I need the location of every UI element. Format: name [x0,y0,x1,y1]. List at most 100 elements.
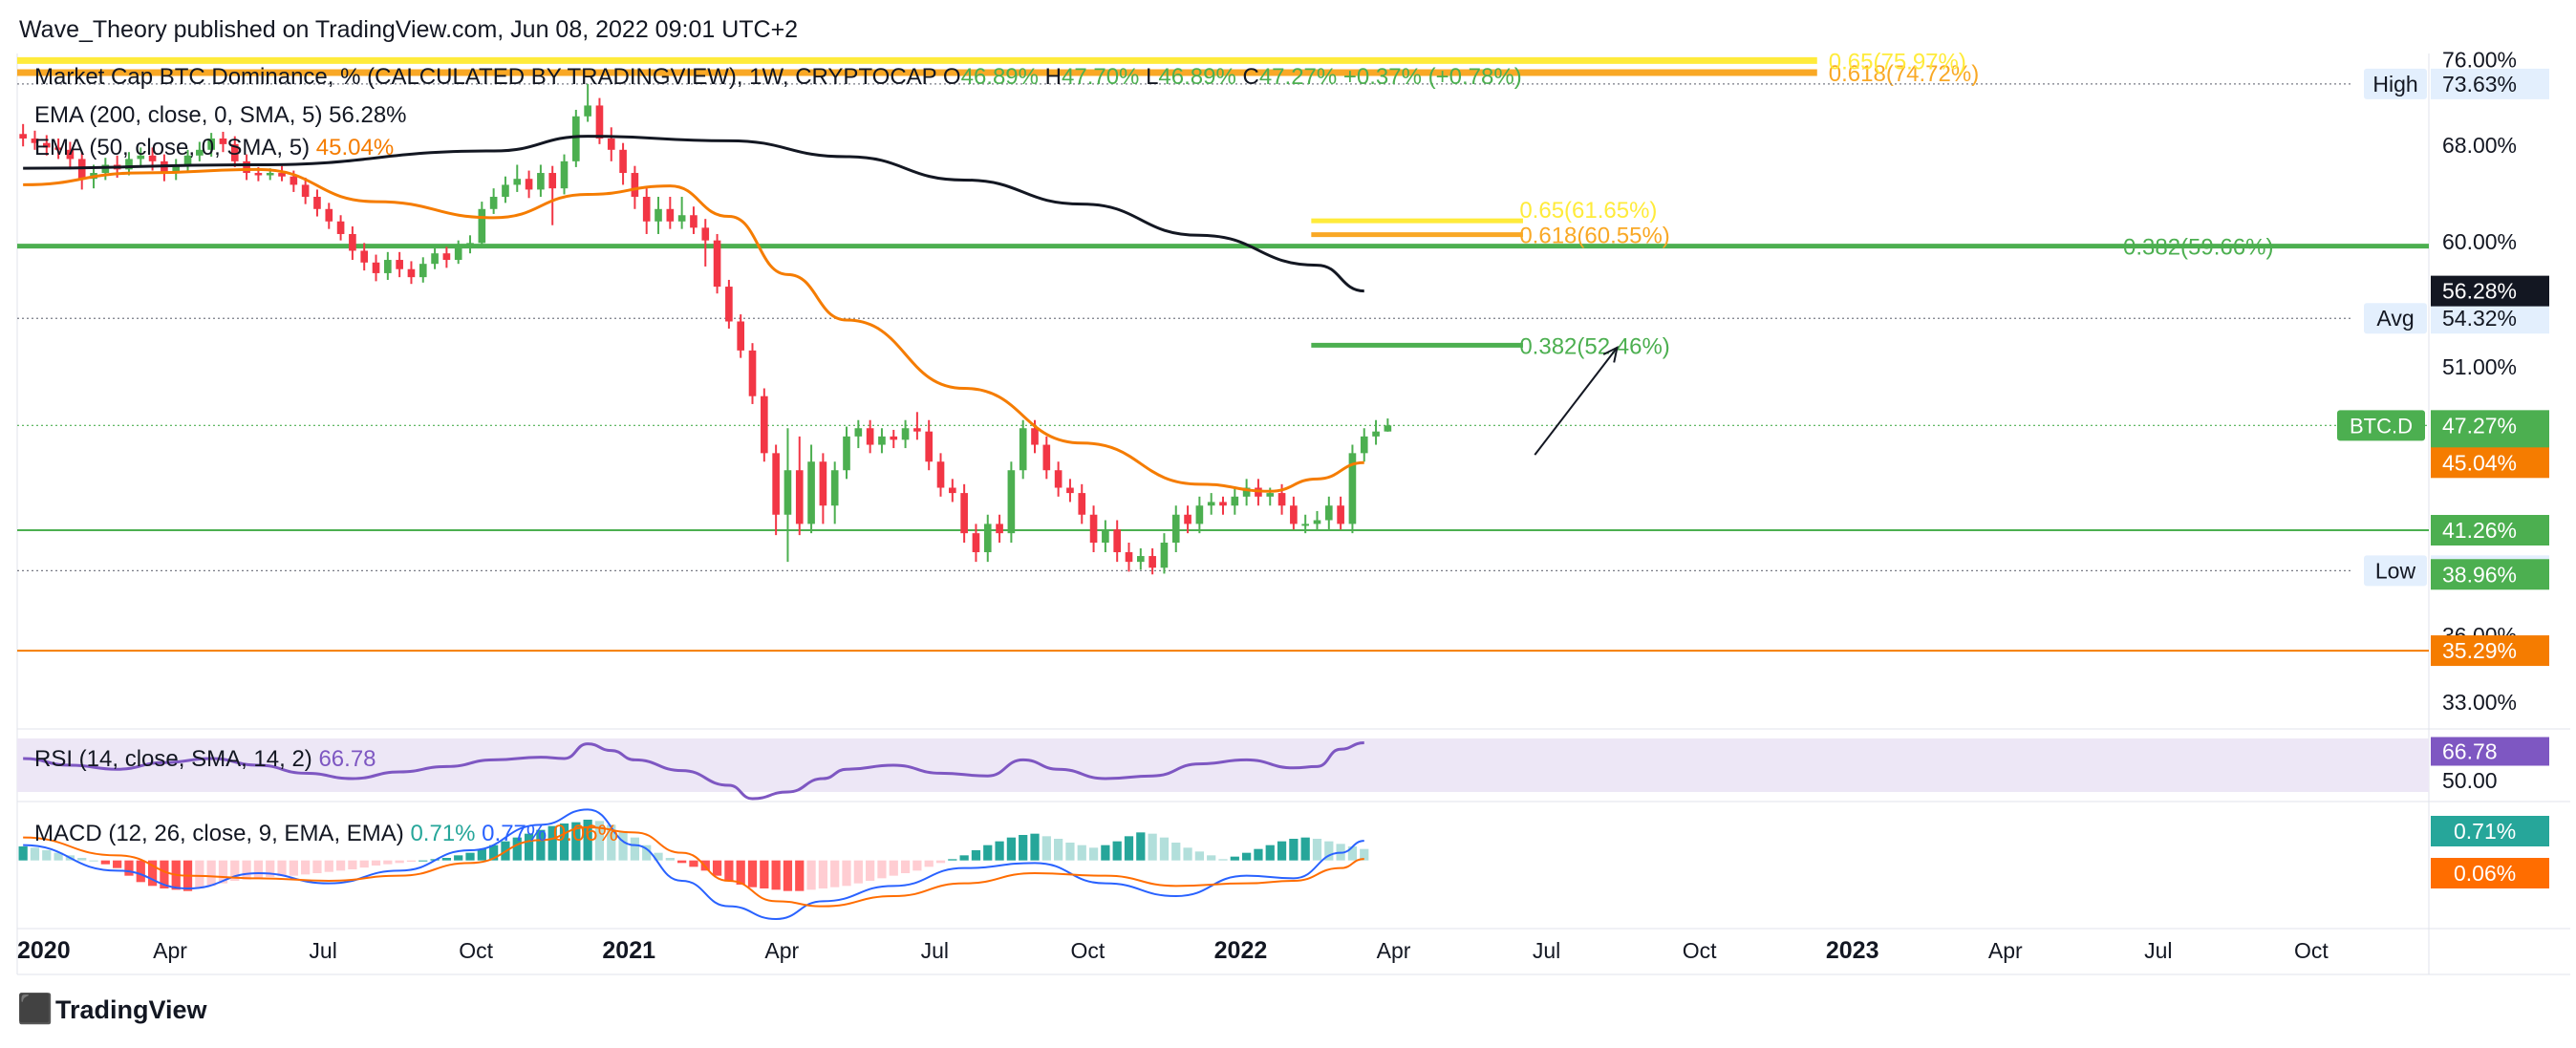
candle[interactable] [1324,496,1333,530]
candle[interactable] [1054,461,1063,497]
candle[interactable] [419,257,427,283]
candle[interactable] [454,240,462,265]
candle[interactable] [466,235,474,254]
candle[interactable] [725,279,733,329]
candle[interactable] [101,158,110,181]
arrow-line[interactable] [1534,347,1619,456]
candle[interactable] [819,453,827,524]
candle[interactable] [666,197,675,229]
candle[interactable] [925,419,934,471]
rsi-line[interactable] [23,741,1364,801]
candle[interactable] [442,246,451,268]
candle[interactable] [1384,418,1392,432]
ema50-line[interactable] [23,167,1364,493]
candle[interactable] [301,177,310,204]
candle[interactable] [525,170,533,199]
candle[interactable] [1066,479,1074,503]
candle[interactable] [502,176,509,203]
candle[interactable] [690,206,698,234]
candle[interactable] [372,254,380,282]
candle[interactable] [949,479,956,503]
candle[interactable] [1113,520,1122,563]
candle[interactable] [854,419,863,449]
candle[interactable] [1019,419,1027,480]
candle[interactable] [325,203,333,229]
candle[interactable] [172,159,181,181]
candle[interactable] [996,514,1003,544]
candle[interactable] [607,127,615,161]
candle[interactable] [1184,505,1191,534]
candle[interactable] [642,188,651,234]
ema50-legend[interactable]: EMA (50, close, 0, SMA, 5) 45.04% [34,135,394,160]
candle[interactable] [1148,547,1156,575]
candle[interactable] [513,164,522,192]
candle[interactable] [677,197,686,229]
candle[interactable] [1102,520,1109,553]
candle[interactable] [349,226,356,261]
candle[interactable] [913,412,921,440]
candle[interactable] [1372,419,1380,445]
candle[interactable] [1231,487,1239,515]
candle[interactable] [1125,543,1133,572]
candle[interactable] [1219,496,1227,515]
candle[interactable] [713,233,721,294]
candle[interactable] [1301,514,1310,534]
candle[interactable] [878,428,886,454]
rsi-legend[interactable]: RSI (14, close, SMA, 14, 2) 66.78 [34,746,376,772]
candle[interactable] [313,189,321,217]
candle[interactable] [1160,533,1169,574]
candle[interactable] [1089,505,1098,553]
candle[interactable] [1207,493,1215,515]
candle[interactable] [360,243,369,271]
candle[interactable] [196,141,204,161]
candle[interactable] [1007,461,1016,544]
candle[interactable] [489,188,498,214]
candle[interactable] [431,246,439,269]
candle[interactable] [396,251,403,278]
symbol-legend[interactable]: Market Cap BTC Dominance, % (CALCULATED … [34,64,1522,90]
candle[interactable] [1171,505,1180,553]
candle[interactable] [1242,479,1251,506]
candle[interactable] [384,251,392,280]
candle[interactable] [478,202,486,248]
candle[interactable] [537,164,545,198]
candle[interactable] [748,343,757,404]
macd-line[interactable] [23,808,1364,921]
candle[interactable] [1078,483,1086,524]
candle[interactable] [336,215,345,241]
candle[interactable] [1360,428,1368,462]
candle[interactable] [560,154,569,195]
candle[interactable] [243,154,250,181]
candle[interactable] [936,453,945,497]
candle[interactable] [31,130,39,150]
candle[interactable] [1195,496,1204,534]
candle[interactable] [655,197,662,234]
tradingview-logo[interactable]: ⬛ TradingView [17,992,208,1025]
ema200-line[interactable] [23,135,1364,293]
candle[interactable] [830,461,839,524]
candle[interactable] [737,314,745,358]
candle[interactable] [207,133,215,157]
candle[interactable] [1290,496,1298,530]
candle[interactable] [219,131,227,153]
candle[interactable] [19,123,27,147]
candle[interactable] [761,388,768,462]
candle[interactable] [42,135,51,156]
candle[interactable] [572,109,580,167]
candle[interactable] [795,436,804,536]
candle[interactable] [278,165,286,182]
candle[interactable] [701,219,710,267]
candle[interactable] [866,419,874,454]
candle[interactable] [54,138,62,160]
candle[interactable] [407,261,416,285]
candle[interactable] [1348,444,1357,534]
candle[interactable] [631,165,639,209]
candle[interactable] [772,444,780,536]
signal-line[interactable] [23,825,1364,908]
candle[interactable] [983,514,992,563]
candle[interactable] [960,483,968,544]
candle[interactable] [843,426,850,480]
candle[interactable] [1337,496,1344,530]
candle[interactable] [230,136,239,167]
